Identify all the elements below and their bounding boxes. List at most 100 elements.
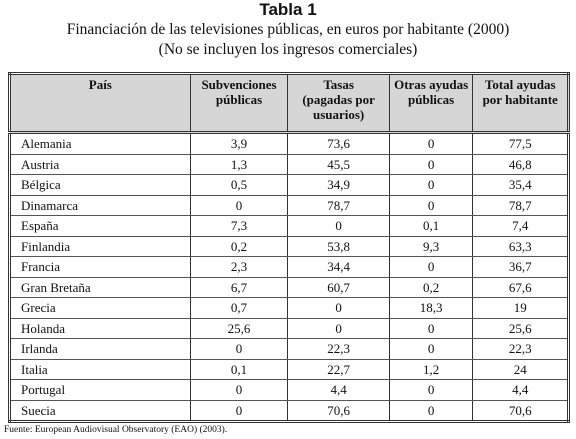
value-cell: 1,2 <box>388 359 474 380</box>
column-header-line: públicas <box>215 92 263 107</box>
column-header-line: Subvenciones <box>201 77 277 92</box>
value-cell: 77,5 <box>472 132 569 155</box>
column-header: Otras ayudas públicas <box>388 73 474 134</box>
column-header: Total ayudas por habitante <box>472 73 569 134</box>
value-cell: 0 <box>388 338 474 360</box>
column-header-line: por habitante <box>482 92 558 107</box>
column-header-line: públicas <box>408 92 455 107</box>
column-header: Subvenciones públicas <box>189 73 289 134</box>
column-header-line: País <box>88 77 112 92</box>
value-cell: 0 <box>388 400 474 422</box>
table-row: Finlandia 0,2 53,8 9,3 63,3 <box>9 236 569 257</box>
value-cell: 0,7 <box>189 297 289 319</box>
country-cell: Bélgica <box>9 174 191 196</box>
value-cell: 45,5 <box>287 154 390 175</box>
country-cell: Alemania <box>9 132 191 155</box>
value-cell: 70,6 <box>472 400 569 422</box>
value-cell: 19 <box>472 297 569 319</box>
value-cell: 63,3 <box>472 236 569 257</box>
value-cell: 60,7 <box>287 277 390 298</box>
value-cell: 0 <box>189 379 289 401</box>
value-cell: 7,3 <box>189 215 289 237</box>
country-cell: Holanda <box>9 318 191 339</box>
table-row: Gran Bretaña 6,7 60,7 0,2 67,6 <box>9 277 569 298</box>
value-cell: 0,5 <box>189 174 289 196</box>
column-header-line: Total ayudas <box>484 77 556 92</box>
table-row: Bélgica 0,5 34,9 0 35,4 <box>9 174 569 196</box>
value-cell: 0 <box>189 195 289 216</box>
value-cell: 0 <box>388 154 474 175</box>
value-cell: 18,3 <box>388 297 474 319</box>
column-header-line: (pagadas por <box>302 92 375 107</box>
value-cell: 0 <box>287 297 390 319</box>
country-cell: España <box>9 215 191 237</box>
value-cell: 67,6 <box>472 277 569 298</box>
column-header: País <box>9 73 191 134</box>
table-row: Irlanda 0 22,3 0 22,3 <box>9 338 569 360</box>
value-cell: 34,9 <box>287 174 390 196</box>
column-header: Tasas (pagadas por usuarios) <box>287 73 390 134</box>
country-cell: Irlanda <box>9 338 191 360</box>
value-cell: 4,4 <box>287 379 390 401</box>
table-row: Dinamarca 0 78,7 0 78,7 <box>9 195 569 216</box>
value-cell: 0,2 <box>189 236 289 257</box>
country-cell: Italia <box>9 359 191 380</box>
value-cell: 24 <box>472 359 569 380</box>
value-cell: 22,3 <box>287 338 390 360</box>
country-cell: Portugal <box>9 379 191 401</box>
country-cell: Grecia <box>9 297 191 319</box>
table-row: Grecia 0,7 0 18,3 19 <box>9 297 569 319</box>
value-cell: 0 <box>189 400 289 422</box>
value-cell: 0 <box>388 256 474 278</box>
table-row: Holanda 25,6 0 0 25,6 <box>9 318 569 339</box>
value-cell: 7,4 <box>472 215 569 237</box>
value-cell: 4,4 <box>472 379 569 401</box>
value-cell: 22,7 <box>287 359 390 380</box>
header-row: País Subvenciones públicas Tasas (pagadas po… <box>9 73 569 134</box>
value-cell: 2,3 <box>189 256 289 278</box>
value-cell: 0 <box>388 195 474 216</box>
value-cell: 0 <box>189 338 289 360</box>
value-cell: 34,4 <box>287 256 390 278</box>
data-table: País Subvenciones públicas Tasas (pagadas po… <box>8 72 570 423</box>
value-cell: 36,7 <box>472 256 569 278</box>
country-cell: Francia <box>9 256 191 278</box>
table-row: Portugal 0 4,4 0 4,4 <box>9 379 569 401</box>
country-cell: Gran Bretaña <box>9 277 191 298</box>
value-cell: 78,7 <box>472 195 569 216</box>
country-cell: Dinamarca <box>9 195 191 216</box>
country-cell: Suecia <box>9 400 191 422</box>
country-cell: Austria <box>9 154 191 175</box>
table-row: Suecia 0 70,6 0 70,6 <box>9 400 569 422</box>
value-cell: 0 <box>388 174 474 196</box>
value-cell: 0 <box>388 318 474 339</box>
value-cell: 25,6 <box>472 318 569 339</box>
value-cell: 25,6 <box>189 318 289 339</box>
value-cell: 1,3 <box>189 154 289 175</box>
value-cell: 9,3 <box>388 236 474 257</box>
subtitle-line: Financiación de las televisiones pública… <box>66 21 510 38</box>
column-header-line: Tasas <box>323 77 354 92</box>
source-note: Fuente: European Audiovisual Observatory… <box>4 425 228 435</box>
title: Tabla 1 <box>259 0 317 19</box>
table-row: Alemania 3,9 73,6 0 77,5 <box>9 132 569 155</box>
column-header-line: usuarios) <box>312 107 365 122</box>
table-row: Austria 1,3 45,5 0 46,8 <box>9 154 569 175</box>
value-cell: 3,9 <box>189 132 289 155</box>
value-cell: 46,8 <box>472 154 569 175</box>
table-row: España 7,3 0 0,1 7,4 <box>9 215 569 237</box>
value-cell: 78,7 <box>287 195 390 216</box>
value-cell: 0,1 <box>388 215 474 237</box>
value-cell: 0 <box>287 215 390 237</box>
country-cell: Finlandia <box>9 236 191 257</box>
value-cell: 35,4 <box>472 174 569 196</box>
value-cell: 6,7 <box>189 277 289 298</box>
value-cell: 0 <box>287 318 390 339</box>
table-row: Italia 0,1 22,7 1,2 24 <box>9 359 569 380</box>
value-cell: 70,6 <box>287 400 390 422</box>
value-cell: 73,6 <box>287 132 390 155</box>
value-cell: 22,3 <box>472 338 569 360</box>
value-cell: 53,8 <box>287 236 390 257</box>
subtitle-line: (No se incluyen los ingresos comerciales… <box>158 41 418 58</box>
